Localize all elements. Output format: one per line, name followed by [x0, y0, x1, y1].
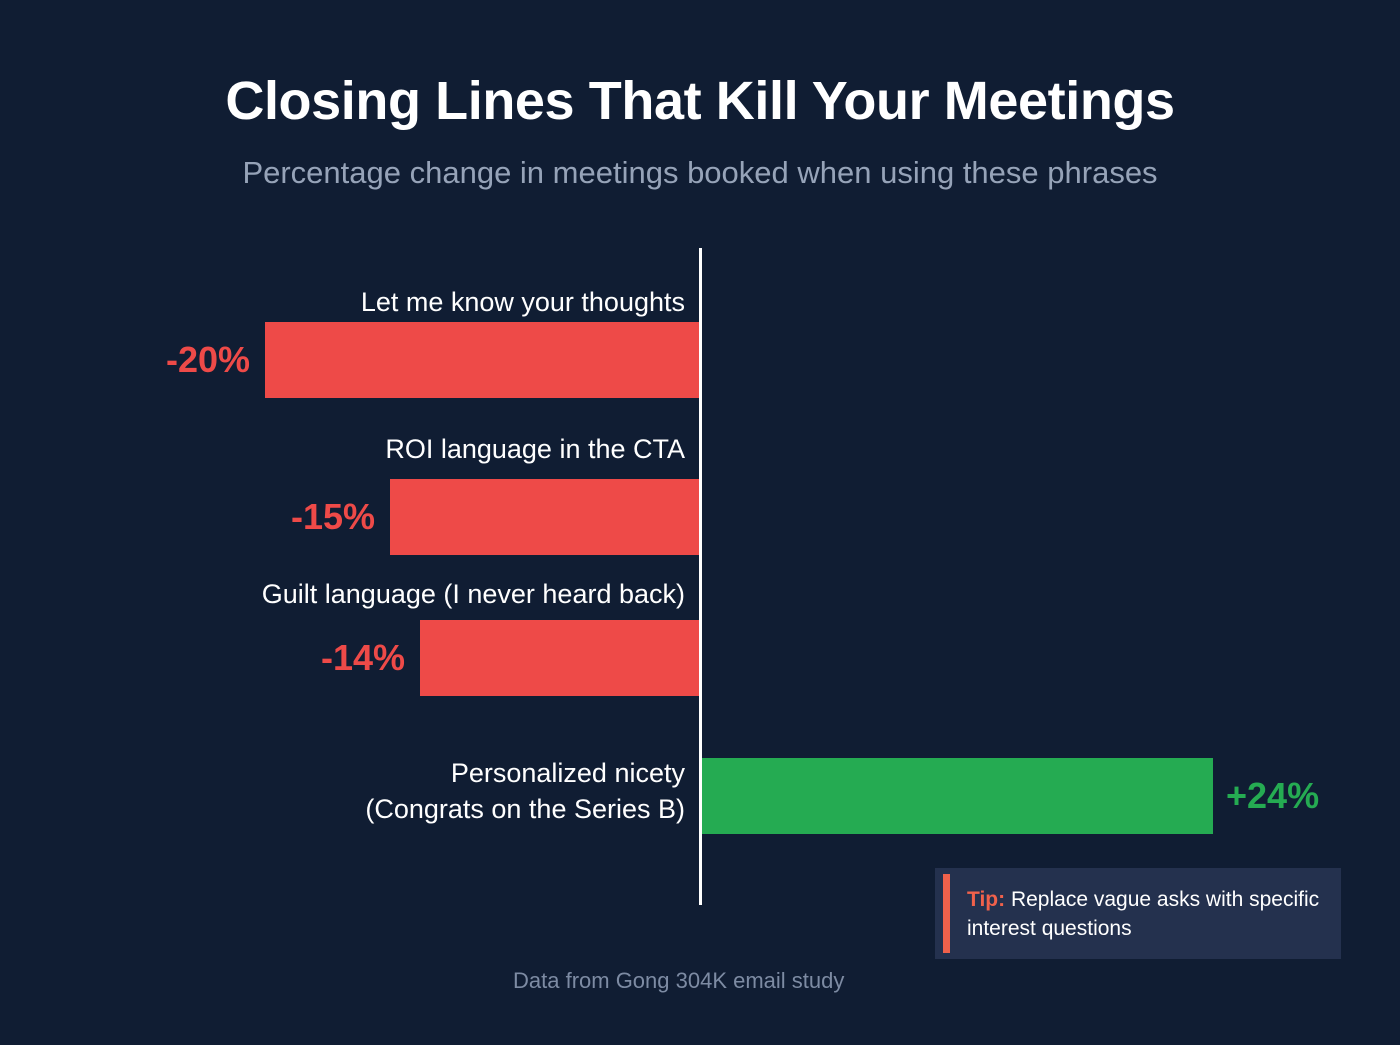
- bar-category-label: ROI language in the CTA: [385, 434, 685, 464]
- page-subtitle: Percentage change in meetings booked whe…: [242, 155, 1158, 190]
- tip-text: Tip: Replace vague asks with specific in…: [967, 885, 1329, 943]
- bar-value-label: -14%: [320, 637, 405, 678]
- bar-value-label: +24%: [1226, 775, 1320, 816]
- bar-category-label-line: (Congrats on the Series B): [365, 794, 685, 824]
- bar-value-label: -15%: [290, 496, 375, 537]
- bar-category-label: Guilt language (I never heard back): [261, 579, 685, 609]
- bar-negative: [420, 620, 699, 696]
- bar-negative: [265, 322, 699, 398]
- bar-category-label: Let me know your thoughts: [360, 287, 685, 317]
- bar-category-label-line: Personalized nicety: [450, 758, 685, 788]
- tip-kicker-label: Tip:: [967, 887, 1006, 911]
- bar-category-label: Personalized nicety (Congrats on the Ser…: [0, 755, 685, 827]
- bar-negative: [390, 479, 699, 555]
- source-caption: Data from Gong 304K email study: [513, 968, 845, 993]
- bar-value-label: -20%: [165, 339, 250, 380]
- tip-body-text: Replace vague asks with specific interes…: [967, 887, 1320, 940]
- page-title: Closing Lines That Kill Your Meetings: [225, 71, 1175, 131]
- tip-accent-bar: [943, 874, 950, 953]
- zero-axis-line: [699, 248, 702, 905]
- bar-positive: [702, 758, 1213, 834]
- tip-callout: Tip: Replace vague asks with specific in…: [935, 868, 1341, 959]
